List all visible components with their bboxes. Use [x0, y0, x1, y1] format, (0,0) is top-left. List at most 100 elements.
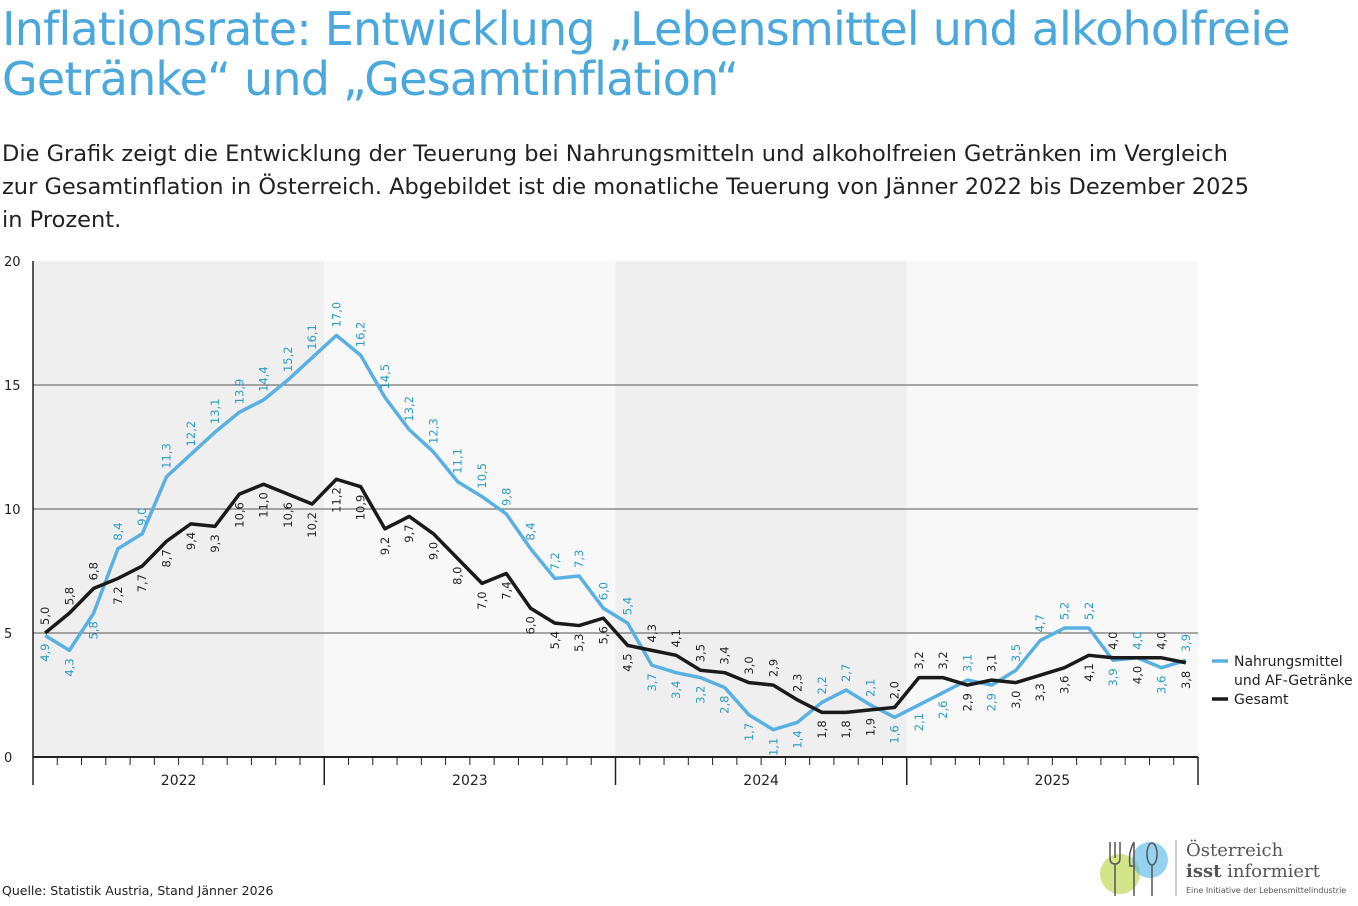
data-label: 5,8 — [62, 587, 76, 605]
data-label: 11,3 — [159, 443, 173, 469]
data-label: 3,5 — [693, 644, 707, 662]
data-label: 3,4 — [669, 681, 683, 699]
data-label: 1,1 — [766, 738, 780, 756]
data-label: 9,7 — [402, 524, 416, 542]
data-label: 3,7 — [645, 673, 659, 691]
data-label: 4,7 — [1033, 614, 1047, 632]
data-label: 9,8 — [499, 488, 513, 506]
y-tick-label: 0 — [4, 751, 12, 766]
chart-subtitle: Die Grafik zeigt die Entwicklung der Teu… — [2, 141, 1250, 233]
data-label: 10,5 — [475, 463, 489, 489]
data-label: 3,9 — [1106, 668, 1120, 686]
data-label: 3,9 — [1179, 634, 1193, 652]
data-label: 3,2 — [693, 686, 707, 704]
data-label: 5,4 — [621, 597, 635, 615]
data-label: 8,7 — [159, 549, 173, 567]
data-label: 5,8 — [87, 621, 101, 639]
data-label: 6,8 — [87, 562, 101, 580]
data-label: 2,0 — [888, 681, 902, 699]
data-label: 1,6 — [888, 725, 902, 743]
data-label: 9,2 — [378, 537, 392, 555]
data-label: 3,1 — [985, 654, 999, 672]
data-label: 9,3 — [208, 534, 222, 552]
legend-label: Gesamt — [1234, 692, 1289, 708]
logo: Österreich isst informiert Eine Initiati… — [1098, 836, 1358, 900]
data-label: 12,2 — [184, 421, 198, 447]
data-label: 3,2 — [912, 651, 926, 669]
data-label: 10,6 — [281, 502, 295, 528]
data-label: 16,1 — [305, 324, 319, 350]
data-label: 16,2 — [354, 322, 368, 348]
data-label: 3,4 — [718, 646, 732, 664]
data-label: 7,7 — [135, 574, 149, 592]
data-label: 5,3 — [572, 634, 586, 652]
legend-label: Nahrungsmittel — [1234, 654, 1343, 670]
data-label: 3,2 — [936, 651, 950, 669]
data-label: 10,2 — [305, 512, 319, 538]
data-label: 5,6 — [596, 626, 610, 644]
data-label: 1,9 — [863, 718, 877, 736]
data-label: 8,4 — [524, 522, 538, 540]
data-label: 11,0 — [257, 492, 271, 518]
data-label: 3,5 — [1009, 644, 1023, 662]
data-label: 11,1 — [451, 448, 465, 474]
data-label: 2,1 — [863, 679, 877, 697]
data-label: 4,0 — [1106, 632, 1120, 650]
series-line — [44, 477, 1187, 715]
cutlery-logo-icon — [1100, 840, 1177, 896]
data-label: 1,8 — [815, 720, 829, 738]
data-label: 2,3 — [791, 674, 805, 692]
data-label: 5,0 — [38, 607, 52, 625]
y-tick-label: 20 — [4, 255, 21, 270]
data-label: 4,5 — [621, 653, 635, 671]
x-tick-label: 2022 — [161, 773, 197, 789]
data-label: 7,2 — [111, 586, 125, 604]
data-label: 4,0 — [1130, 666, 1144, 684]
data-label: 2,7 — [839, 664, 853, 682]
data-label: 2,6 — [936, 701, 950, 719]
y-tick-label: 10 — [4, 503, 21, 518]
data-label: 4,0 — [1130, 632, 1144, 650]
data-label: 3,6 — [1155, 676, 1169, 694]
data-label: 17,0 — [329, 302, 343, 328]
data-label: 8,0 — [451, 567, 465, 585]
data-label: 9,0 — [135, 508, 149, 526]
data-label: 2,2 — [815, 676, 829, 694]
series-line — [44, 333, 1187, 732]
data-label: 1,8 — [839, 720, 853, 738]
x-tick-label: 2023 — [452, 773, 488, 789]
data-label: 7,4 — [499, 581, 513, 599]
data-label: 8,4 — [111, 522, 125, 540]
data-label: 3,8 — [1179, 671, 1193, 689]
y-tick-label: 5 — [4, 627, 12, 642]
data-label: 9,0 — [426, 542, 440, 560]
data-label: 2,9 — [766, 659, 780, 677]
data-label: 14,5 — [378, 364, 392, 390]
data-label: 3,1 — [960, 654, 974, 672]
data-label: 13,2 — [402, 396, 416, 422]
data-label: 2,9 — [960, 693, 974, 711]
chart-title: Inflationsrate: Entwicklung „Lebensmitte… — [2, 2, 1291, 106]
data-label: 2,9 — [985, 693, 999, 711]
data-label: 7,0 — [475, 591, 489, 609]
data-label: 2,8 — [718, 696, 732, 714]
data-label: 14,4 — [257, 366, 271, 392]
data-label: 7,2 — [548, 552, 562, 570]
data-label: 3,6 — [1058, 676, 1072, 694]
data-label: 4,9 — [38, 643, 52, 661]
x-tick-label: 2025 — [1035, 773, 1071, 789]
legend-label: und AF-Getränke — [1234, 673, 1353, 689]
data-label: 1,4 — [791, 730, 805, 748]
y-tick-label: 15 — [4, 379, 21, 394]
data-label: 15,2 — [281, 346, 295, 372]
data-label: 5,4 — [548, 631, 562, 649]
data-label: 6,0 — [524, 616, 538, 634]
data-label: 4,1 — [1082, 663, 1096, 681]
data-label: 1,7 — [742, 723, 756, 741]
data-label: 4,1 — [669, 629, 683, 647]
data-label: 7,3 — [572, 550, 586, 568]
data-label: 2,1 — [912, 713, 926, 731]
data-label: 3,3 — [1033, 683, 1047, 701]
data-label: 5,2 — [1058, 602, 1072, 620]
